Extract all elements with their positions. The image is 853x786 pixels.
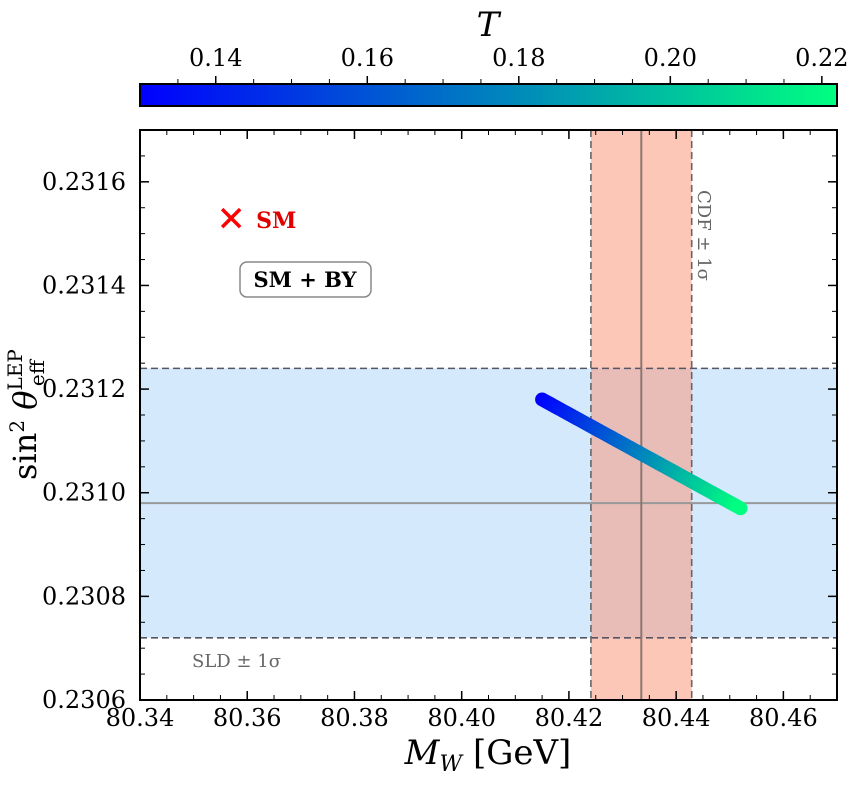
plot-area: SM SM + BY CDF ± 1σ SLD ± 1σ 80.34 80.36 8…	[42, 129, 838, 732]
x-tick-label: 80.40	[427, 704, 496, 732]
y-tick-label: 0.2316	[42, 168, 126, 196]
x-tick-label: 80.36	[213, 704, 282, 732]
y-tick-label: 0.2312	[42, 375, 126, 403]
colorbar-ticks: 0.14 0.16 0.18 0.20 0.22	[177, 44, 849, 84]
y-axis-label: sin2 θLEPeff	[3, 350, 49, 480]
x-tick-label: 80.44	[642, 704, 711, 732]
x-tick-label: 80.46	[749, 704, 818, 732]
cdf-band-label: CDF ± 1σ	[693, 190, 714, 281]
x-tick-label: 80.34	[106, 704, 175, 732]
colorbar-tick-label: 0.14	[189, 44, 242, 72]
annotation-box	[239, 261, 372, 298]
sm-marker	[220, 207, 242, 229]
x-tick-label: 80.42	[535, 704, 604, 732]
y-axis-ticks: 0.2306 0.2308 0.2310 0.2312 0.2314 0.2316	[42, 129, 837, 714]
colorbar-tick-label: 0.18	[492, 44, 545, 72]
y-tick-label: 0.2310	[42, 479, 126, 507]
scatter-series	[535, 392, 748, 516]
colorbar-tick-label: 0.16	[341, 44, 394, 72]
y-tick-label: 0.2308	[42, 582, 126, 610]
colorbar-gradient	[139, 83, 838, 107]
scatter-point	[733, 501, 748, 516]
y-tick-label: 0.2314	[42, 271, 126, 299]
sm-label: SM	[256, 208, 296, 234]
y-tick-label: 0.2306	[42, 686, 126, 714]
x-tick-label: 80.38	[320, 704, 389, 732]
colorbar-tick-label: 0.22	[795, 44, 848, 72]
x-axis-ticks: 80.34 80.36 80.38 80.40 80.42 80.44 80.46	[106, 130, 838, 732]
colorbar: T 0.14 0.16 0.18 0.20 0.22	[139, 5, 849, 107]
annotation-text: SM + BY	[253, 267, 357, 292]
colorbar-tick-label: 0.20	[644, 44, 697, 72]
sld-band-label: SLD ± 1σ	[192, 651, 281, 672]
x-axis-label: MW [GeV]	[404, 733, 572, 777]
colorbar-label: T	[477, 5, 502, 45]
